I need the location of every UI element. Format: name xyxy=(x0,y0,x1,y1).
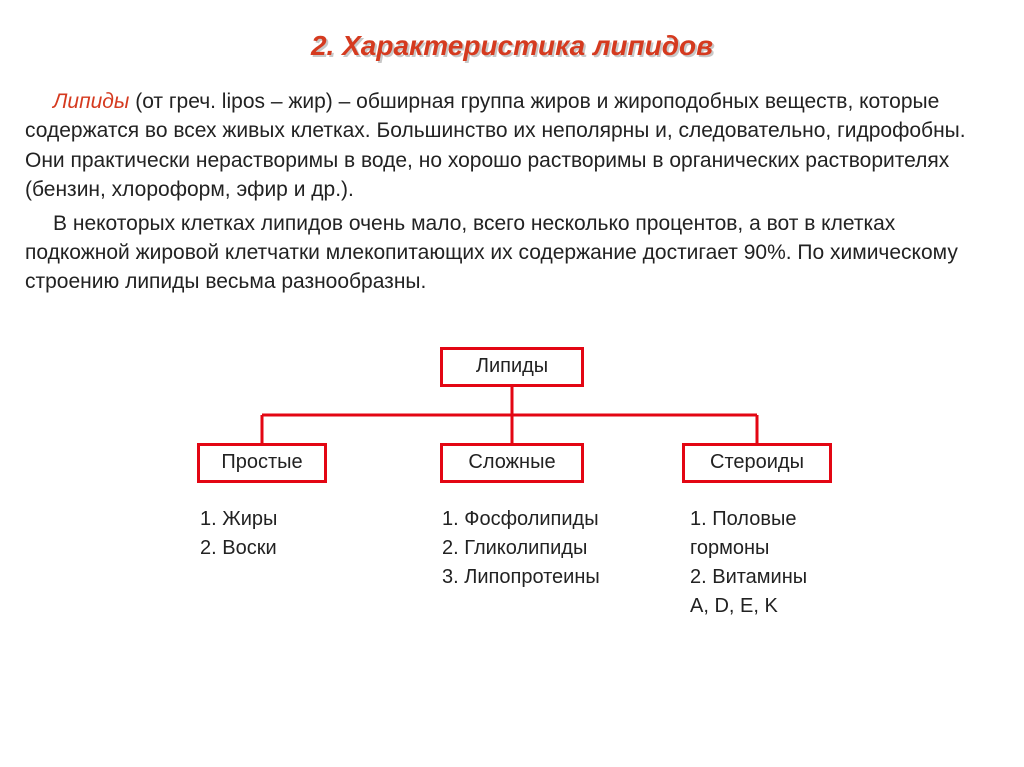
p1-rest: (от греч. lipos – жир) – обширная группа… xyxy=(25,90,966,201)
node-child-0: Простые xyxy=(197,443,327,483)
node-root: Липиды xyxy=(440,347,584,387)
page-title: 2. Характеристика липидов xyxy=(25,30,999,62)
node-child-2: Стероиды xyxy=(682,443,832,483)
node-child-1: Сложные xyxy=(440,443,584,483)
paragraph-2: В некоторых клетках липидов очень мало, … xyxy=(25,209,999,297)
term-lipids: Липиды xyxy=(53,90,129,113)
lipids-diagram: Липиды Простые 1. Жиры 2. Воски Сложные 1. Ф… xyxy=(162,347,862,657)
sublist-0: 1. Жиры 2. Воски xyxy=(200,505,277,563)
sublist-1: 1. Фосфолипиды 2. Гликолипиды 3. Липопро… xyxy=(442,505,600,592)
sublist-2: 1. Половые гормоны 2. Витамины A, D, E, … xyxy=(690,505,807,621)
paragraph-1: Липиды (от греч. lipos – жир) – обширная… xyxy=(25,87,999,205)
